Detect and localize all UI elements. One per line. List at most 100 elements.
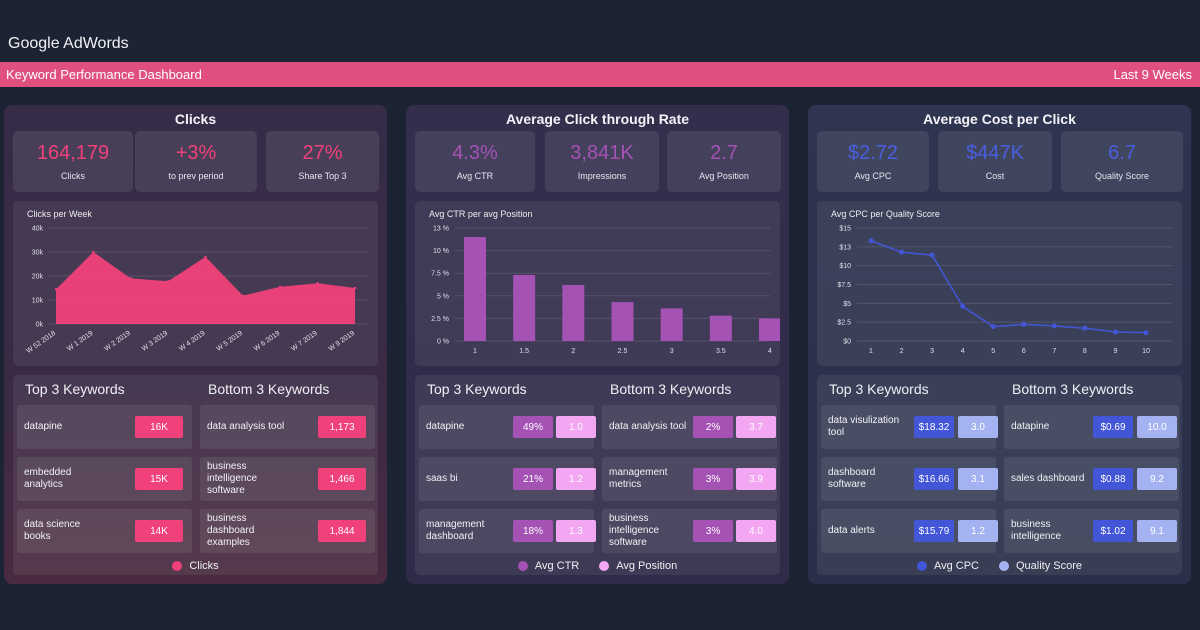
x-tick-label: 5 <box>991 348 995 355</box>
kpi-value: $2.72 <box>847 142 899 164</box>
keyword-row[interactable]: business dashboard examples 1,844 <box>200 509 375 553</box>
data-point <box>1143 330 1149 336</box>
keyword-row[interactable]: data alerts $15.79 1.2 <box>821 509 998 553</box>
data-point <box>279 285 282 288</box>
x-tick-label: 3 <box>930 348 934 355</box>
period-selector[interactable]: Last 9 Weeks <box>1113 67 1192 82</box>
ctr-badge: 21% <box>513 468 553 490</box>
quality-badge: 3.0 <box>958 416 998 438</box>
keyword-name: business intelligence software <box>609 513 660 548</box>
keyword-name: business intelligence software <box>207 461 258 496</box>
kpi-label: Avg CTR <box>456 171 494 181</box>
legend-item-quality: Quality Score <box>999 560 1082 572</box>
kpi-share-top3: 27% Share Top 3 <box>266 131 379 192</box>
legend-dot <box>916 561 927 571</box>
data-point <box>129 277 132 280</box>
legend-label: Avg CPC <box>933 560 979 572</box>
clicks-chart: Clicks per Week 0k 10k 20k 30k 40k W 52 2018 W… <box>13 201 378 366</box>
x-tick-label: W 8 2019 <box>328 330 357 353</box>
y-tick-label: 13 % <box>433 226 449 233</box>
cpc-badge: $15.79 <box>914 520 954 542</box>
x-tick-label: 2 <box>900 348 904 355</box>
quality-badge: 9.1 <box>1137 520 1177 542</box>
chart-title: Avg CPC per Quality Score <box>831 209 940 219</box>
y-tick-label: 5 % <box>437 293 449 300</box>
keyword-row[interactable]: datapine $0.69 10.0 <box>1004 405 1179 449</box>
legend-dot <box>517 561 528 571</box>
y-tick-label: 30k <box>32 250 44 257</box>
keyword-row[interactable]: data analysis tool 1,173 <box>200 405 375 449</box>
ctr-chart: Avg CTR per avg Position 0 % 2.5 % 5 % 7.5 … <box>415 201 780 366</box>
kpi-label: Quality Score <box>1094 171 1150 181</box>
keyword-row[interactable]: sales dashboard $0.88 9.2 <box>1004 457 1179 501</box>
cpc-badge: $1.02 <box>1093 520 1133 542</box>
keyword-row[interactable]: data visulization tool $18.32 3.0 <box>821 405 998 449</box>
x-tick-label: 10 <box>1142 348 1150 355</box>
dashboard-title: Keyword Performance Dashboard <box>6 67 202 82</box>
kpi-quality-score: 6.7 Quality Score <box>1061 131 1183 192</box>
bottom-keywords-header: Bottom 3 Keywords <box>1012 381 1134 397</box>
keywords-box: Top 3 Keywords Bottom 3 Keywords datapin… <box>415 375 780 575</box>
data-point <box>1082 325 1088 331</box>
kpi-impressions: 3,841K Impressions <box>545 131 659 192</box>
keyword-row[interactable]: dashboard software $16.66 3.1 <box>821 457 998 501</box>
keyword-name: embedded analytics <box>24 467 72 490</box>
y-tick-label: 2.5 % <box>431 316 449 323</box>
keyword-name: sales dashboard <box>1011 473 1085 484</box>
keyword-row[interactable]: business intelligence software 1,466 <box>200 457 375 501</box>
data-point <box>960 303 966 309</box>
legend-label: Avg Position <box>616 560 678 572</box>
x-tick-label: W 7 2019 <box>290 330 319 353</box>
y-tick-label: 0 % <box>437 339 449 346</box>
clicks-area-chart: 0k 10k 20k 30k 40k W 52 2018 W 1 2019 W 2 2019 W… <box>25 226 368 355</box>
cpc-badge: $16.66 <box>914 468 954 490</box>
keyword-row[interactable]: business intelligence software 3% 4.0 <box>602 509 777 553</box>
legend-label: Quality Score <box>1016 560 1083 572</box>
y-tick-label: 7.5 % <box>431 271 449 278</box>
clicks-badge: 16K <box>135 416 183 438</box>
panel-title: Average Cost per Click <box>923 111 1076 127</box>
kpi-value: +3% <box>175 142 217 164</box>
keyword-row[interactable]: datapine 16K <box>17 405 192 449</box>
cpc-line-series <box>870 240 1147 334</box>
kpi-prev-period: +3% to prev period <box>135 131 257 192</box>
cpc-badge: $0.69 <box>1093 416 1133 438</box>
data-point <box>316 282 319 285</box>
kpi-value: 27% <box>302 142 343 164</box>
keyword-row[interactable]: business intelligence $1.02 9.1 <box>1004 509 1179 553</box>
ctr-bar <box>709 315 732 341</box>
legend-item-cpc: Avg CPC <box>916 560 979 572</box>
keyword-row[interactable]: management metrics 3% 3.9 <box>602 457 777 501</box>
kpi-clicks: 164,179 Clicks <box>13 131 133 192</box>
y-tick-label: $15 <box>839 226 851 233</box>
bottom-keywords-header: Bottom 3 Keywords <box>610 381 732 397</box>
ctr-panel: Average Click through Rate 4.3% Avg CTR … <box>406 105 789 584</box>
keyword-name: datapine <box>426 421 465 432</box>
top-keywords-header: Top 3 Keywords <box>25 381 125 397</box>
keyword-row[interactable]: saas bi 21% 1.2 <box>419 457 596 501</box>
keyword-name: data visulization tool <box>828 415 900 438</box>
keyword-row[interactable]: data science books 14K <box>17 509 192 553</box>
position-badge: 1.2 <box>556 468 596 490</box>
ctr-bar <box>660 308 683 341</box>
keyword-row[interactable]: embedded analytics 15K <box>17 457 192 501</box>
cpc-panel: Average Cost per Click $2.72 Avg CPC $44… <box>808 105 1191 584</box>
kpi-cost: $447K Cost <box>938 131 1052 192</box>
position-badge: 4.0 <box>736 520 776 542</box>
keyword-row[interactable]: management dashboard 18% 1.3 <box>419 509 596 553</box>
x-tick-label: 8 <box>1083 348 1087 355</box>
x-tick-label: 3.5 <box>716 348 726 355</box>
legend-label: Clicks <box>189 560 219 572</box>
keyword-row[interactable]: datapine 49% 1.0 <box>419 405 596 449</box>
chart-legend: Avg CPC Quality Score <box>817 560 1182 572</box>
x-tick-label: 9 <box>1113 348 1117 355</box>
cpc-line-chart: $0 $2.5 $5 $7.5 $10 $13 $15 1 2 3 4 5 6 7 8 9 10 <box>837 226 1172 355</box>
x-tick-label: 1.5 <box>519 348 529 355</box>
keyword-name: data analysis tool <box>207 421 285 432</box>
keyword-row[interactable]: data analysis tool 2% 3.7 <box>602 405 777 449</box>
data-point <box>929 252 935 258</box>
y-tick-label: 10 % <box>433 248 449 255</box>
data-point <box>204 255 207 258</box>
x-tick-label: 2 <box>571 348 575 355</box>
kpi-avg-ctr: 4.3% Avg CTR <box>415 131 535 192</box>
